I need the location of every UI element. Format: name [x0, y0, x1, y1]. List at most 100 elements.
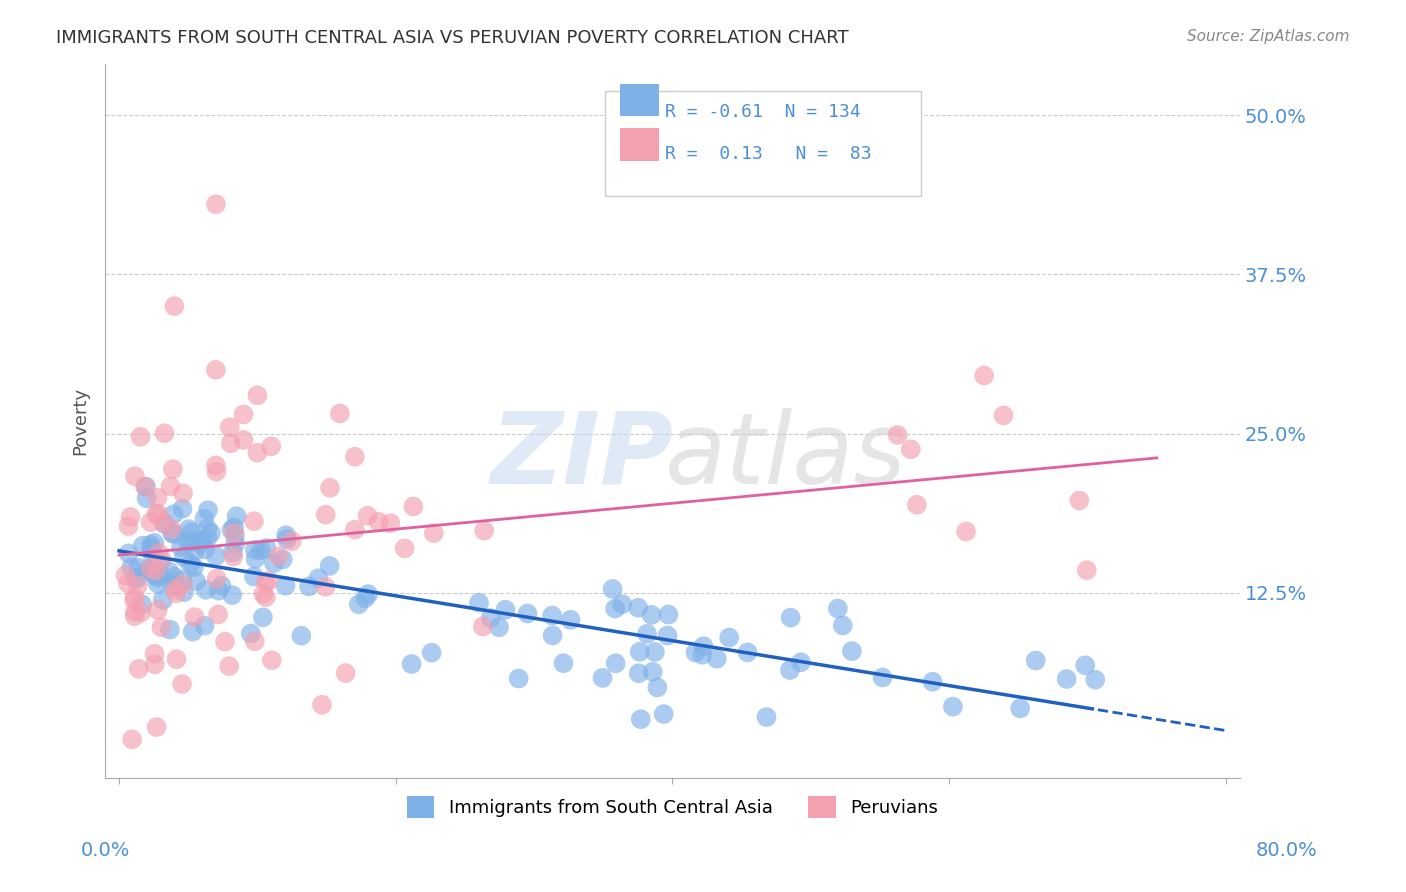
Point — [657, 629, 679, 643]
Point — [184, 574, 207, 588]
Point — [1025, 654, 1047, 668]
Point — [827, 601, 849, 615]
Point — [479, 611, 502, 625]
Point — [139, 561, 162, 575]
Legend: Immigrants from South Central Asia, Peruvians: Immigrants from South Central Asia, Peru… — [399, 789, 945, 826]
Point — [257, 574, 280, 588]
Point — [160, 522, 183, 536]
Point — [122, 593, 145, 607]
Point — [153, 426, 176, 441]
Point — [254, 575, 277, 590]
Point — [172, 501, 194, 516]
Point — [243, 634, 266, 648]
Point — [1069, 493, 1091, 508]
Point — [243, 543, 266, 558]
Point — [472, 524, 495, 538]
Point — [380, 516, 402, 531]
Point — [224, 528, 246, 542]
Point — [142, 567, 165, 582]
Point — [690, 648, 713, 662]
Point — [146, 571, 169, 585]
Point — [159, 479, 181, 493]
Point — [298, 579, 321, 593]
Point — [222, 545, 245, 559]
Point — [200, 526, 222, 541]
Point — [143, 657, 166, 672]
Point — [124, 609, 146, 624]
Point — [177, 522, 200, 536]
Point — [260, 439, 283, 453]
Point — [162, 578, 184, 592]
Point — [335, 666, 357, 681]
Point — [402, 500, 425, 514]
Point — [179, 558, 201, 572]
Point — [183, 560, 205, 574]
Point — [138, 562, 160, 576]
Point — [755, 710, 778, 724]
Point — [423, 526, 446, 541]
Point — [146, 507, 169, 521]
Point — [150, 552, 173, 566]
Text: 80.0%: 80.0% — [1256, 841, 1317, 860]
Point — [628, 645, 651, 659]
Point — [318, 558, 340, 573]
Point — [129, 606, 152, 620]
Point — [254, 541, 277, 555]
Point — [254, 591, 277, 605]
Point — [224, 520, 246, 534]
Point — [162, 462, 184, 476]
Point — [394, 541, 416, 556]
Point — [145, 564, 167, 578]
Point — [281, 534, 304, 549]
Point — [592, 671, 614, 685]
Point — [605, 657, 627, 671]
Point — [706, 651, 728, 665]
Point — [225, 509, 247, 524]
Point — [356, 508, 378, 523]
Point — [163, 570, 186, 584]
Point — [152, 593, 174, 607]
Point — [886, 428, 908, 442]
Text: R = -0.61  N = 134: R = -0.61 N = 134 — [665, 103, 860, 120]
Point — [471, 619, 494, 633]
Point — [652, 706, 675, 721]
Point — [194, 582, 217, 597]
Point — [271, 552, 294, 566]
Text: 0.0%: 0.0% — [80, 841, 131, 860]
Point — [541, 608, 564, 623]
Point — [232, 408, 254, 422]
Point — [541, 628, 564, 642]
Point — [367, 515, 389, 529]
Point — [148, 546, 170, 560]
Point — [160, 526, 183, 541]
Point — [252, 610, 274, 624]
Point — [243, 514, 266, 528]
Point — [205, 549, 228, 563]
Point — [145, 720, 167, 734]
Y-axis label: Poverty: Poverty — [72, 387, 89, 455]
Point — [157, 565, 180, 579]
Point — [872, 671, 894, 685]
Point — [124, 469, 146, 483]
Point — [135, 491, 157, 506]
Point — [194, 618, 217, 632]
Point — [146, 491, 169, 505]
Point — [197, 522, 219, 536]
Point — [657, 607, 679, 622]
Point — [194, 542, 217, 557]
Point — [488, 620, 510, 634]
Point — [173, 549, 195, 564]
Point — [145, 507, 167, 521]
Point — [630, 712, 652, 726]
Point — [165, 579, 187, 593]
Point — [193, 512, 215, 526]
Point — [221, 588, 243, 602]
Point — [197, 531, 219, 545]
Point — [610, 597, 633, 611]
Point — [165, 582, 187, 597]
Point — [205, 197, 228, 211]
Point — [685, 645, 707, 659]
Point — [1056, 672, 1078, 686]
Point — [117, 546, 139, 560]
Point — [602, 582, 624, 596]
